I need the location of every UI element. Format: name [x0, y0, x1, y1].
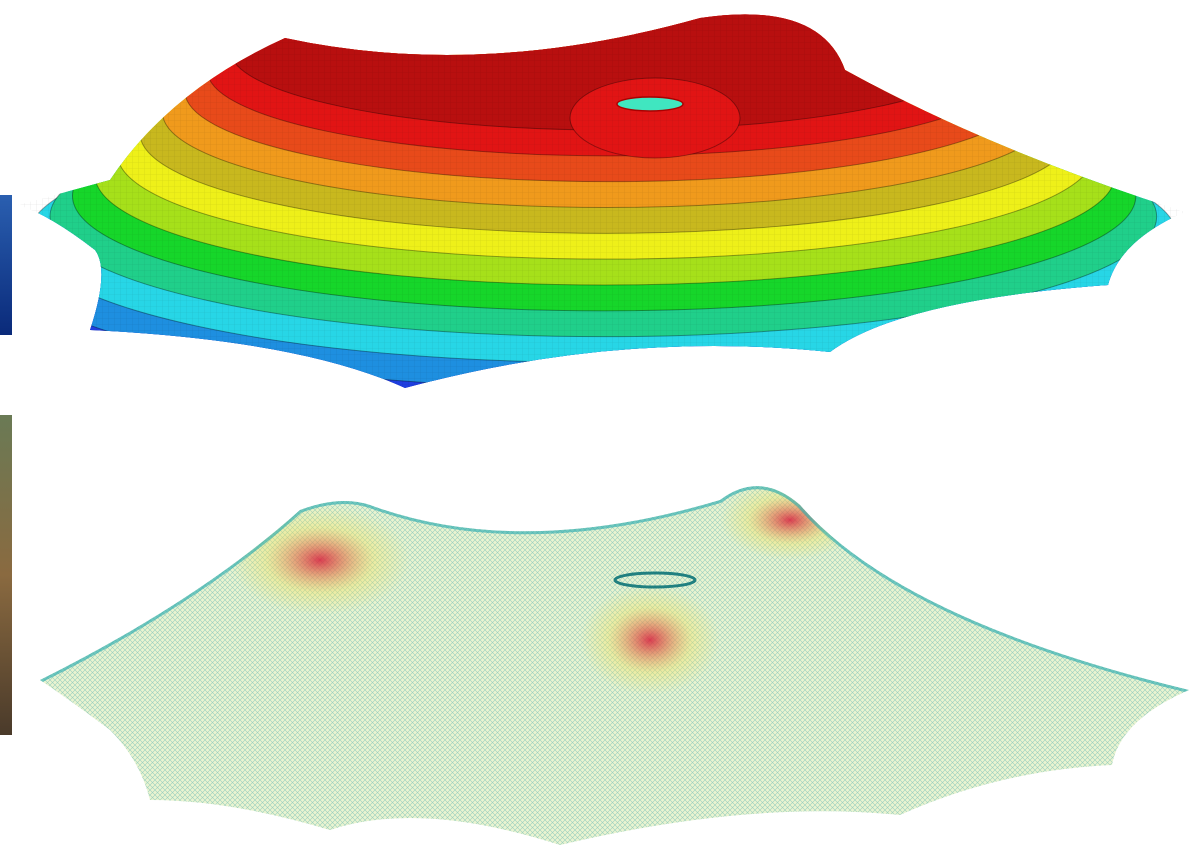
contour-membrane-surface [18, 14, 1185, 389]
top-ring-opening [616, 96, 684, 112]
peak-right [720, 486, 860, 560]
contour-plot [0, 0, 1189, 420]
peak-center [580, 585, 720, 695]
photo-fragment-top [0, 195, 12, 335]
bottom-ring-opening [613, 571, 697, 589]
vector-plot [0, 465, 1189, 867]
peak-left [230, 505, 410, 615]
photo-fragment-bottom [0, 415, 12, 735]
vector-membrane-surface [40, 486, 1189, 845]
